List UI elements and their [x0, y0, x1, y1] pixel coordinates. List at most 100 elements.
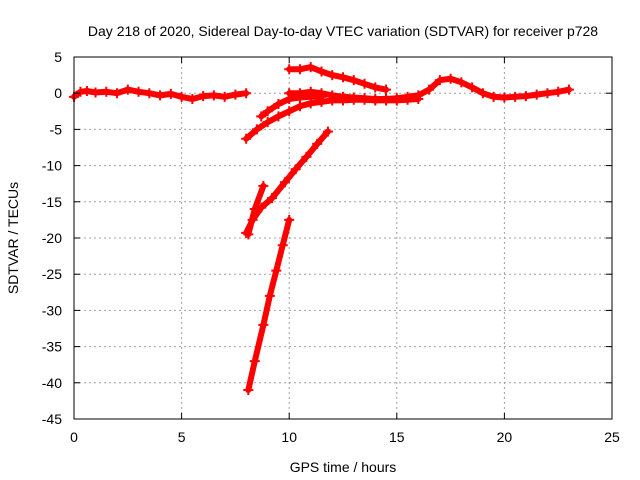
series-0: [69, 84, 252, 104]
data-point: [230, 89, 241, 100]
data-point: [208, 90, 219, 101]
data-point: [262, 117, 273, 128]
data-point: [279, 177, 290, 188]
data-point: [305, 91, 316, 102]
data-point: [322, 126, 333, 137]
series-6: [243, 180, 269, 240]
data-point: [176, 91, 187, 102]
y-axis-label: SDTVAR / TECUs: [5, 182, 21, 294]
data-point: [445, 73, 456, 84]
data-point: [316, 66, 327, 77]
data-point: [348, 75, 359, 86]
y-tick-label: -25: [42, 266, 62, 282]
x-tick-label: 5: [178, 429, 186, 445]
data-point: [520, 91, 531, 102]
data-point: [305, 62, 316, 73]
data-point: [258, 319, 269, 330]
data-point: [133, 86, 144, 97]
data-point: [81, 86, 92, 97]
x-tick-label: 0: [70, 429, 78, 445]
data-point: [402, 94, 413, 105]
data-point: [101, 86, 112, 97]
data-point: [284, 64, 295, 75]
data-point: [258, 180, 269, 191]
chart-title: Day 218 of 2020, Sidereal Day-to-day VTE…: [88, 23, 598, 39]
y-tick-label: -5: [50, 121, 63, 137]
data-point: [359, 94, 370, 105]
series-1: [284, 62, 392, 95]
data-point: [312, 138, 323, 149]
data-point: [467, 82, 478, 93]
data-point: [381, 95, 392, 106]
data-point: [413, 93, 424, 104]
x-tick-label: 25: [604, 429, 620, 445]
y-tick-label: 0: [54, 85, 62, 101]
data-point: [219, 91, 230, 102]
data-point: [243, 229, 254, 240]
data-point: [510, 91, 521, 102]
tick-layer: 0 5 10 15 20 25 5 0 -5 -10 -15 -20 -25 -30 -35 -40 -45: [42, 49, 620, 445]
y-tick-label: 5: [54, 49, 62, 65]
data-point: [277, 240, 288, 251]
data-point: [112, 88, 123, 99]
y-tick-label: -40: [42, 375, 62, 391]
data-point: [301, 151, 312, 162]
data-point: [256, 111, 267, 122]
data-point: [249, 356, 260, 367]
y-tick-label: -45: [42, 411, 62, 427]
y-tick-label: -15: [42, 194, 62, 210]
data-point: [553, 86, 564, 97]
y-tick-label: -30: [42, 302, 62, 318]
data-point: [284, 93, 295, 104]
series-line: [286, 64, 389, 93]
x-tick-label: 20: [497, 429, 513, 445]
data-point: [198, 91, 209, 102]
data-point: [316, 91, 327, 102]
data-point: [327, 70, 338, 81]
data-point: [370, 82, 381, 93]
data-point: [284, 106, 295, 117]
x-tick-label: 10: [281, 429, 297, 445]
data-point: [187, 93, 198, 104]
series-layer: [69, 62, 574, 396]
data-point: [241, 88, 252, 99]
data-point: [144, 88, 155, 99]
data-point: [381, 84, 392, 95]
data-point: [262, 106, 273, 117]
y-tick-label: -35: [42, 339, 62, 355]
data-point: [531, 89, 542, 100]
data-point: [165, 88, 176, 99]
data-point: [251, 124, 262, 135]
data-point: [249, 204, 260, 215]
series-7: [243, 214, 295, 396]
grid-layer: [74, 57, 612, 419]
data-point: [294, 92, 305, 103]
x-tick-label: 15: [389, 429, 405, 445]
x-axis-label: GPS time / hours: [290, 459, 397, 475]
series-3: [241, 93, 424, 144]
data-point: [241, 133, 252, 144]
data-point: [391, 95, 402, 106]
data-point: [294, 64, 305, 75]
data-point: [290, 164, 301, 175]
data-point: [563, 84, 574, 95]
data-point: [456, 77, 467, 88]
series-4: [256, 91, 327, 122]
data-point: [122, 84, 133, 95]
data-point: [294, 101, 305, 112]
data-point: [90, 87, 101, 98]
data-point: [499, 92, 510, 103]
data-point: [284, 214, 295, 225]
data-point: [273, 99, 284, 110]
data-point: [266, 193, 277, 204]
data-point: [243, 385, 254, 396]
data-point: [155, 90, 166, 101]
data-point: [359, 78, 370, 89]
data-point: [338, 72, 348, 83]
data-point: [348, 94, 359, 105]
data-point: [273, 111, 284, 122]
data-point: [477, 88, 488, 99]
data-point: [434, 75, 445, 86]
data-point: [424, 84, 435, 95]
data-point: [370, 95, 381, 106]
